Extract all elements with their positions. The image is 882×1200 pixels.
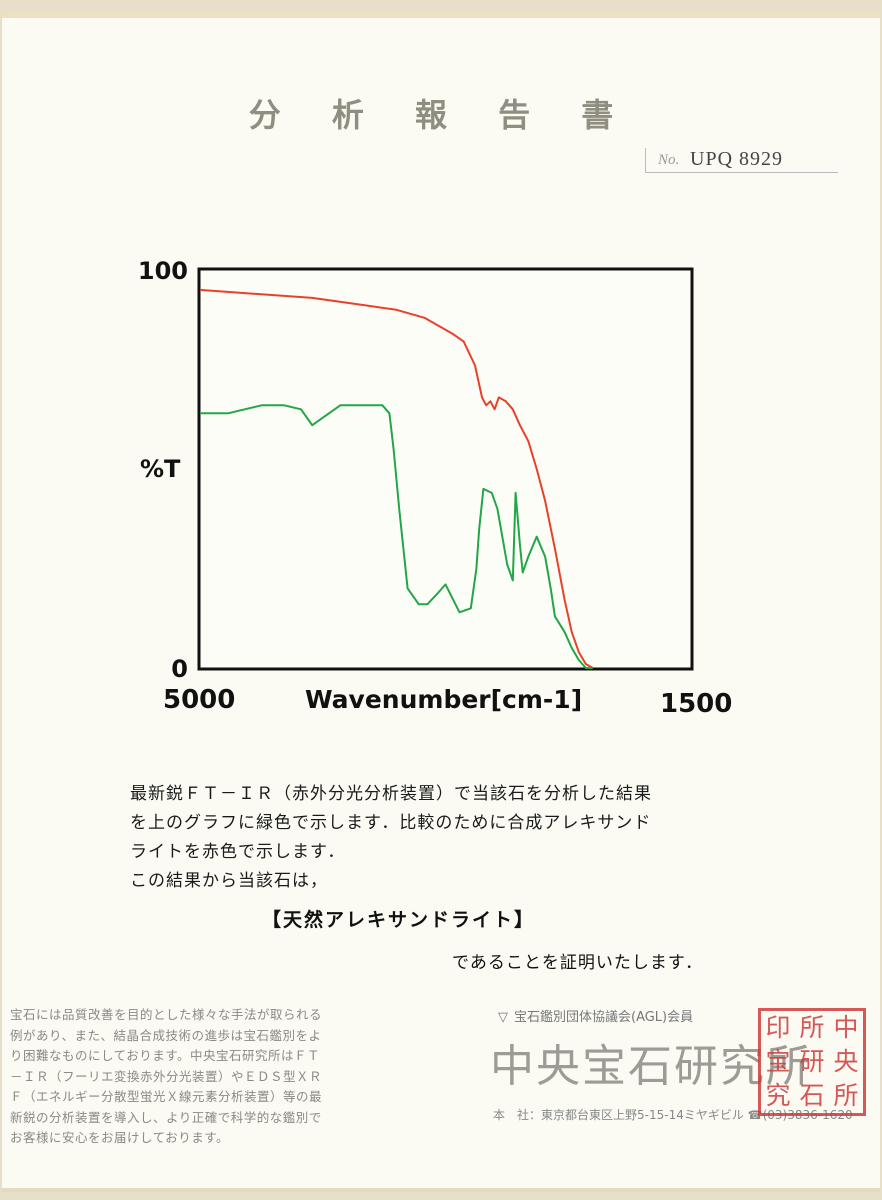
seal-char: 研	[799, 1047, 825, 1076]
seal-char: 中	[833, 1013, 859, 1042]
statement-line-3: ライトを赤色で示します．	[130, 842, 346, 862]
series-layer	[199, 288, 594, 669]
official-seal: 印 所 中 宝 研 央 究 石 所	[758, 1008, 866, 1116]
statement-line-4: この結果から当該石は，	[130, 871, 328, 891]
y-tick-top: 100	[138, 257, 188, 285]
seal-char: 所	[799, 1013, 825, 1042]
organization-logo: 中央宝石研究所	[490, 1041, 812, 1092]
series-line-1	[199, 288, 594, 669]
seal-char: 宝	[765, 1047, 791, 1076]
seal-char: 印	[765, 1013, 791, 1042]
association-name: 宝石鑑別団体協議会(AGL)会員	[514, 1010, 694, 1025]
note-line: り困難なものにしております。中央宝石研究所はＦＴ	[10, 1048, 321, 1063]
address-line: 本 社：東京都台東区上野5-15-14ミヤギビル ☎(03)3836-1620	[493, 1108, 853, 1122]
plot-frame	[197, 267, 694, 671]
serial-number-box: No. UPQ 8929	[645, 148, 838, 173]
disclaimer-note: 宝石には品質改善を目的とした様々な手法が取られる 例があり、また、結晶合成技術の…	[10, 1005, 410, 1149]
x-tick-left: 5000	[163, 685, 235, 715]
x-tick-right: 1500	[660, 689, 732, 719]
seal-char: 央	[833, 1047, 859, 1076]
serial-number: UPQ 8929	[690, 148, 784, 170]
note-line: Ｆ（エネルギー分散型蛍光Ｘ線元素分析装置）等の最	[10, 1089, 323, 1104]
seal-char: 究	[765, 1081, 791, 1110]
series-line-2	[200, 404, 593, 669]
x-axis-label: Wavenumber[cm-1]	[305, 685, 582, 714]
analysis-statement: 最新鋭ＦＴ－ＩＲ（赤外分光分析装置）で当該石を分析した結果 を上のグラフに緑色で…	[130, 780, 750, 896]
y-axis-label: %T	[140, 455, 181, 483]
stone-identification: 【天然アレキサンドライト】	[262, 909, 536, 931]
ftir-chart: 100 0 %T 5000 1500 Wavenumber[cm-1]	[138, 257, 732, 719]
seal-char: 石	[799, 1081, 825, 1110]
document-title: 分 析 報 告 書	[248, 96, 634, 134]
note-line: 例があり、また、結晶合成技術の進歩は宝石鑑別をよ	[10, 1027, 322, 1043]
seal-char: 所	[833, 1081, 859, 1110]
note-line: －ＩＲ（フーリエ変換赤外分光装置）やＥＤＳ型ＸＲ	[10, 1068, 323, 1084]
gem-icon: ▽	[498, 1010, 508, 1025]
statement-line-2: を上のグラフに緑色で示します．比較のために合成アレキサンド	[130, 813, 652, 833]
note-line: お客様に安心をお届けしております。	[10, 1130, 230, 1145]
association-line: ▽ 宝石鑑別団体協議会(AGL)会員	[498, 1006, 693, 1025]
certification-line: であることを証明いたします．	[452, 953, 704, 973]
statement-line-1: 最新鋭ＦＴ－ＩＲ（赤外分光分析装置）で当該石を分析した結果	[130, 784, 652, 804]
y-tick-bottom: 0	[171, 655, 188, 683]
note-line: 宝石には品質改善を目的とした様々な手法が取られる	[10, 1007, 323, 1022]
note-line: 新鋭の分析装置を導入し、より正確で科学的な鑑別で	[10, 1109, 322, 1125]
serial-prefix: No.	[658, 152, 680, 168]
